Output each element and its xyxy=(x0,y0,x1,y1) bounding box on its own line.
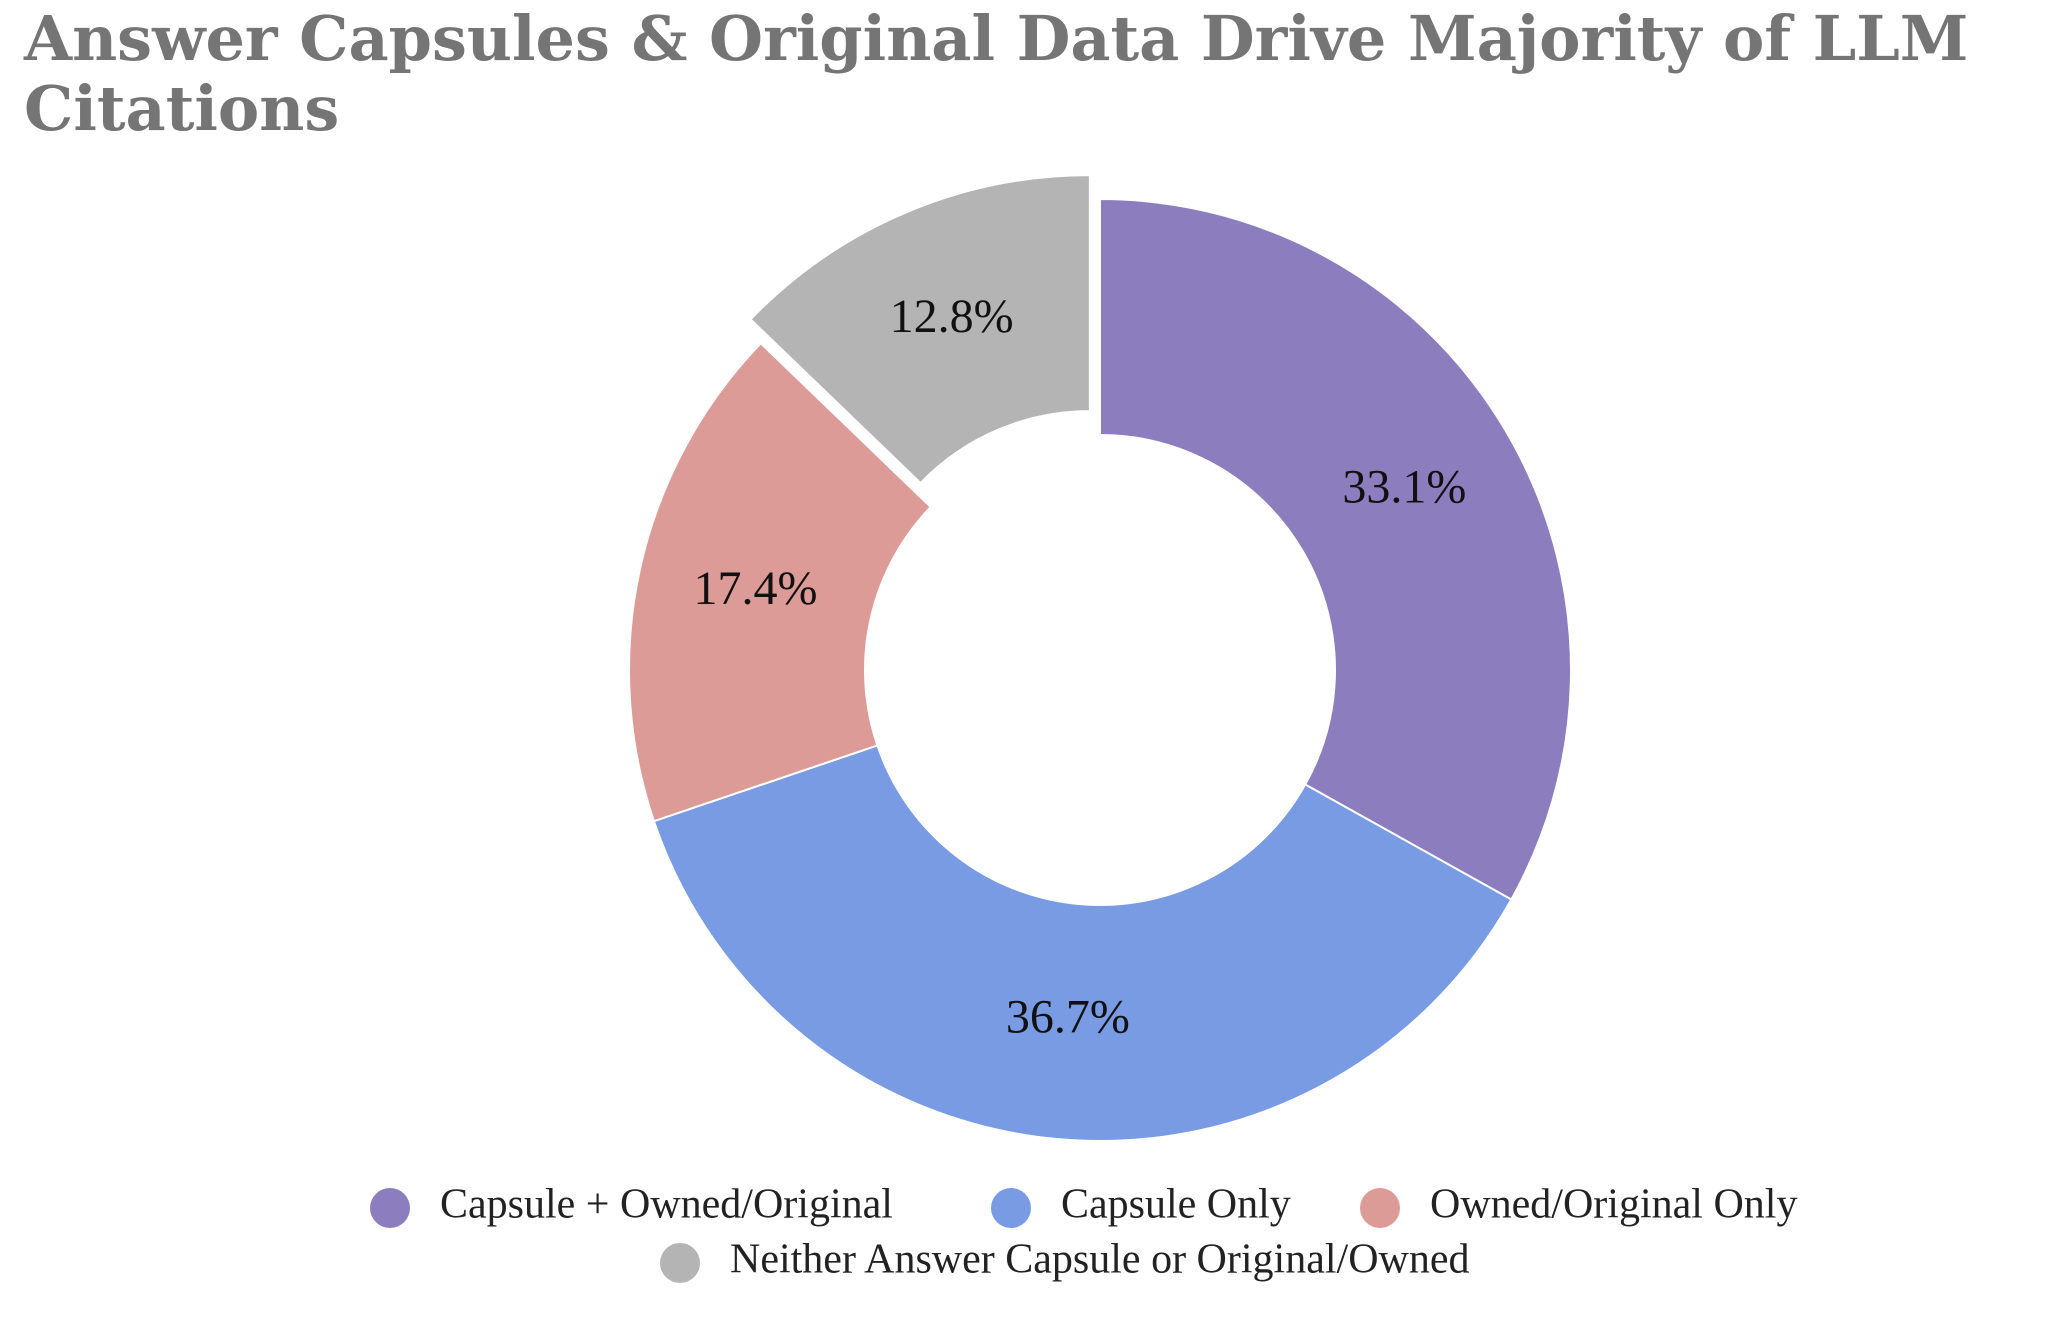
data-label: 36.7% xyxy=(1006,991,1130,1044)
donut-slice xyxy=(628,341,933,823)
legend-marker xyxy=(1360,1188,1400,1228)
legend-label: Owned/Original Only xyxy=(1430,1182,1797,1228)
legend-marker xyxy=(370,1188,410,1228)
legend-label: Capsule + Owned/Original xyxy=(440,1182,893,1228)
chart-title: Answer Capsules & Original Data Drive Ma… xyxy=(24,2,1969,145)
data-label: 17.4% xyxy=(694,562,818,615)
legend-marker xyxy=(660,1243,700,1283)
legend-label: Neither Answer Capsule or Original/Owned xyxy=(730,1237,1470,1283)
donut-slice xyxy=(652,744,1513,1143)
donut-slice xyxy=(1099,197,1572,901)
legend-label: Capsule Only xyxy=(1061,1182,1291,1228)
donut-slice xyxy=(749,174,1091,485)
data-label: 33.1% xyxy=(1342,460,1466,513)
legend-marker xyxy=(991,1188,1031,1228)
data-label: 12.8% xyxy=(890,290,1014,343)
